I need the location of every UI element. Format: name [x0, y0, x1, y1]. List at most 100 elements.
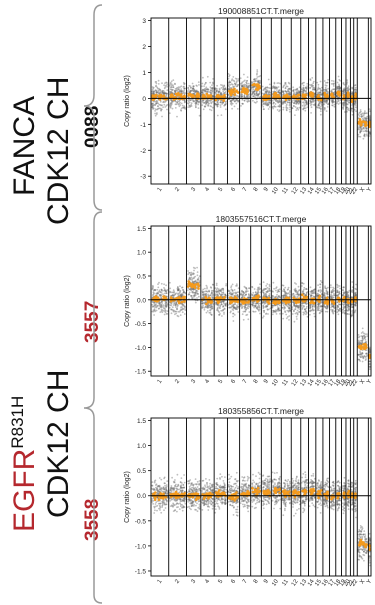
copy-ratio-point: [218, 91, 221, 93]
copy-ratio-point: [233, 306, 235, 309]
copy-ratio-point: [267, 91, 270, 94]
copy-ratio-point: [346, 103, 348, 105]
copy-ratio-point: [310, 295, 312, 297]
copy-ratio-point: [206, 98, 209, 101]
copy-ratio-point: [267, 103, 270, 106]
copy-ratio-point: [209, 305, 212, 308]
copy-ratio-point: [266, 89, 269, 92]
copy-ratio-point: [224, 91, 227, 93]
copy-ratio-point: [196, 297, 198, 299]
copy-ratio-point: [190, 297, 193, 299]
copy-ratio-point: [309, 305, 311, 308]
copy-ratio-point: [166, 108, 168, 111]
copy-ratio-point: [369, 118, 371, 121]
copy-ratio-point: [298, 310, 301, 313]
copy-ratio-point: [327, 102, 330, 105]
segment-mark: [162, 94, 166, 98]
copy-ratio-point: [282, 91, 284, 93]
copy-ratio-point: [195, 289, 197, 292]
copy-ratio-point: [152, 87, 154, 90]
copy-ratio-point: [301, 308, 304, 310]
copy-ratio-point: [329, 295, 332, 298]
copy-ratio-point: [244, 309, 247, 311]
copy-ratio-point: [165, 92, 168, 95]
copy-ratio-point: [215, 309, 218, 311]
copy-ratio-point: [184, 108, 187, 110]
copy-ratio-point: [154, 114, 157, 117]
copy-ratio-point: [184, 305, 186, 308]
copy-ratio-point: [193, 294, 196, 297]
copy-ratio-point: [343, 103, 346, 106]
copy-ratio-point: [292, 86, 295, 89]
copy-ratio-point: [209, 286, 212, 288]
copy-ratio-point: [286, 85, 289, 88]
x-tick-label: 16: [321, 186, 330, 195]
copy-ratio-point: [271, 295, 274, 297]
copy-ratio-point: [156, 105, 159, 107]
group2-label-line2: CDK12 CH: [42, 369, 75, 518]
copy-ratio-point: [157, 89, 160, 92]
copy-ratio-point: [272, 311, 274, 314]
copy-ratio-point: [289, 106, 291, 109]
copy-ratio-point: [206, 88, 209, 91]
copy-ratio-point: [176, 286, 179, 289]
copy-ratio-point: [223, 307, 226, 310]
copy-ratio-point: [174, 83, 176, 85]
copy-ratio-point: [154, 289, 156, 291]
copy-ratio-point: [208, 102, 211, 105]
copy-ratio-point: [251, 303, 254, 306]
copy-ratio-point: [201, 88, 204, 91]
copy-ratio-point: [231, 283, 234, 286]
copy-ratio-point: [342, 103, 344, 106]
copy-ratio-point: [160, 305, 162, 308]
copy-ratio-point: [174, 90, 176, 92]
copy-ratio-point: [153, 307, 156, 309]
x-tick-label: 3: [190, 186, 197, 193]
copy-ratio-point: [232, 303, 235, 306]
copy-ratio-point: [192, 297, 194, 299]
copy-ratio-point: [258, 307, 261, 309]
segment-mark: [192, 95, 196, 98]
copy-ratio-point: [166, 310, 169, 312]
copy-ratio-point: [201, 291, 204, 294]
copy-ratio-point: [193, 269, 195, 272]
copy-ratio-point: [241, 99, 244, 101]
copy-ratio-point: [355, 91, 357, 93]
copy-ratio-point: [233, 289, 236, 291]
copy-ratio-point: [183, 313, 186, 315]
copy-ratio-point: [160, 288, 163, 291]
copy-ratio-point: [189, 105, 192, 108]
segment-mark: [291, 95, 295, 99]
copy-ratio-point: [339, 307, 341, 310]
copy-ratio-point: [316, 294, 319, 297]
copy-ratio-point: [288, 104, 291, 106]
copy-ratio-point: [272, 310, 275, 312]
copy-ratio-point: [309, 297, 311, 300]
copy-ratio-point: [183, 101, 186, 104]
copy-ratio-point: [276, 291, 279, 294]
copy-ratio-point: [318, 312, 321, 315]
copy-ratio-point: [205, 290, 208, 293]
segment-mark: [245, 88, 248, 92]
copy-ratio-point: [171, 102, 173, 104]
copy-ratio-point: [351, 87, 354, 90]
copy-ratio-point: [236, 304, 238, 307]
copy-ratio-point: [205, 311, 208, 314]
copy-ratio-point: [341, 102, 344, 105]
copy-ratio-point: [273, 310, 276, 313]
copy-ratio-point: [261, 92, 264, 95]
segment-mark: [284, 94, 288, 98]
copy-ratio-point: [181, 307, 184, 310]
copy-ratio-point: [275, 86, 278, 88]
copy-ratio-point: [169, 103, 172, 105]
copy-ratio-point: [295, 93, 298, 95]
copy-ratio-point: [224, 108, 227, 111]
copy-ratio-point: [332, 85, 335, 87]
copy-ratio-point: [257, 80, 259, 83]
copy-ratio-point: [265, 285, 268, 287]
copy-ratio-point: [302, 108, 305, 111]
copy-ratio-point: [305, 87, 307, 90]
copy-ratio-point: [252, 291, 255, 294]
copy-ratio-point: [228, 74, 231, 77]
copy-ratio-point: [254, 305, 256, 307]
